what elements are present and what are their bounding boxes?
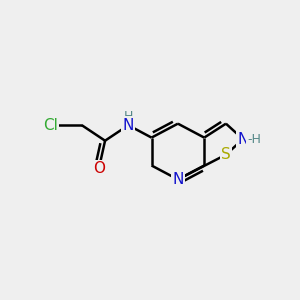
Text: H: H — [124, 110, 133, 123]
Text: O: O — [93, 161, 105, 176]
Text: N: N — [172, 172, 184, 187]
Text: N: N — [237, 132, 249, 147]
Text: Cl: Cl — [44, 118, 58, 133]
Text: N: N — [123, 118, 134, 133]
Text: -H: -H — [247, 133, 261, 146]
Text: S: S — [221, 147, 231, 162]
